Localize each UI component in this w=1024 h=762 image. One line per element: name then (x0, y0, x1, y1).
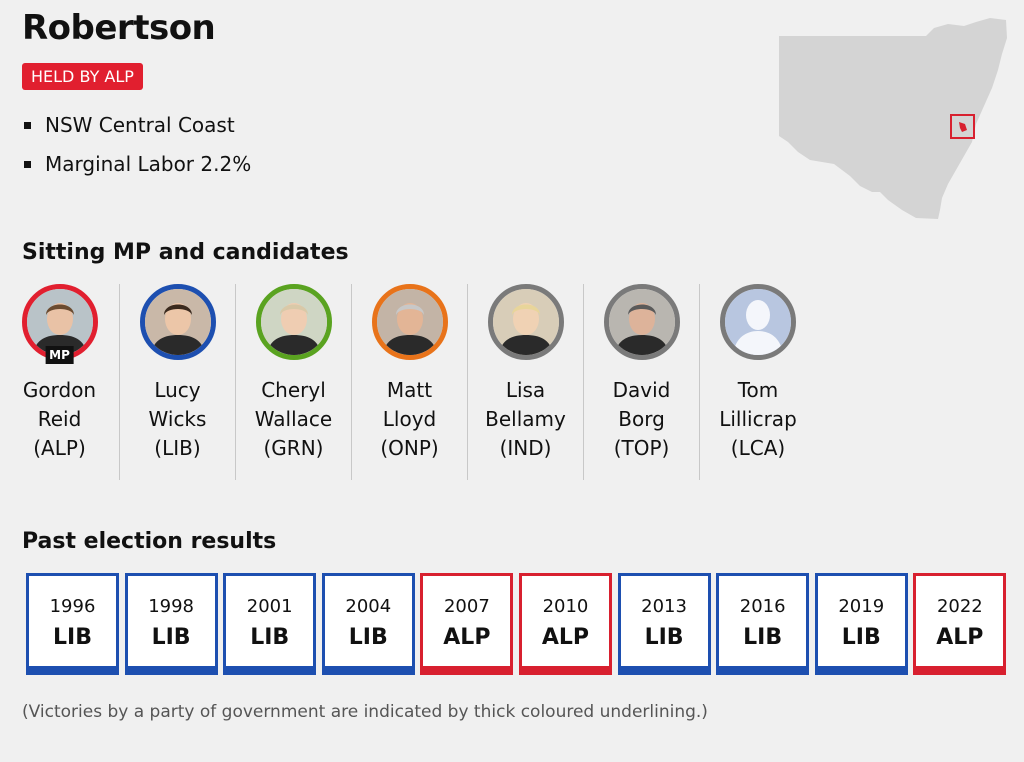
result-party: LIB (644, 625, 684, 650)
candidate-name-line: Bellamy (485, 407, 566, 431)
election-result-2019: 2019 LIB (814, 573, 908, 675)
fact-item: Marginal Labor 2.2% (22, 151, 251, 190)
bullet-icon (24, 122, 31, 129)
result-party: ALP (936, 625, 984, 650)
result-party: LIB (743, 625, 783, 650)
candidate-portrait-icon (260, 289, 327, 355)
candidate-name-line: Wicks (148, 407, 207, 431)
candidate-party: (ALP) (33, 436, 86, 460)
electorate-facts: NSW Central Coast Marginal Labor 2.2% (22, 112, 251, 190)
election-result-2016: 2016 LIB (716, 573, 810, 675)
result-year: 2001 (246, 596, 293, 617)
candidate-name-line: David (612, 378, 671, 402)
nsw-locator-map (779, 18, 1007, 219)
result-year: 1998 (148, 596, 194, 617)
result-party: ALP (443, 625, 491, 650)
result-party: LIB (250, 625, 290, 650)
candidate-party: (IND) (499, 436, 552, 460)
result-year: 2022 (936, 596, 983, 617)
candidate-portrait-icon (26, 289, 93, 355)
candidate-portrait-icon (608, 289, 675, 355)
candidate-name: Cheryl Wallace (GRN) (255, 376, 332, 463)
result-year: 2004 (345, 596, 392, 617)
mp-badge: MP (45, 346, 74, 364)
candidate-avatar (720, 284, 796, 360)
results-footnote: (Victories by a party of government are … (22, 702, 708, 722)
results-heading: Past election results (22, 529, 277, 554)
candidate-card: Cheryl Wallace (GRN) (236, 284, 352, 480)
candidate-card: Lucy Wicks (LIB) (120, 284, 236, 480)
candidates-heading: Sitting MP and candidates (22, 240, 349, 265)
result-party: ALP (541, 625, 590, 650)
placeholder-person-icon (725, 289, 791, 355)
candidate-name-line: Cheryl (261, 378, 326, 402)
result-year: 2007 (443, 596, 490, 617)
bullet-icon (24, 161, 31, 168)
candidate-name: David Borg (TOP) (613, 376, 671, 463)
candidate-party: (ONP) (380, 436, 439, 460)
result-year: 2019 (838, 596, 885, 617)
candidate-party: (LCA) (730, 436, 786, 460)
candidate-name-line: Borg (618, 407, 665, 431)
candidate-name: Gordon Reid (ALP) (23, 376, 96, 463)
candidate-avatar (21, 284, 98, 360)
candidate-name: Matt Lloyd (ONP) (380, 376, 438, 463)
fact-margin: Marginal Labor 2.2% (45, 152, 252, 176)
election-result-2010: 2010 ALP (518, 573, 612, 675)
election-result-2001: 2001 LIB (223, 573, 317, 675)
candidate-name-line: Lucy (154, 378, 201, 402)
election-result-2004: 2004 LIB (321, 573, 415, 675)
candidate-name-line: Reid (37, 407, 82, 431)
candidate-name: Tom Lillicrap (LCA) (719, 376, 797, 463)
election-result-2007: 2007 ALP (420, 573, 514, 675)
result-party: LIB (151, 625, 191, 650)
electorate-marker (959, 122, 967, 132)
electorate-title: Robertson (22, 8, 216, 48)
result-party: LIB (53, 625, 92, 650)
fact-region: NSW Central Coast (45, 113, 235, 137)
result-party: LIB (841, 625, 881, 650)
candidate-name: Lisa Bellamy (IND) (485, 376, 566, 463)
result-year: 2010 (542, 596, 589, 617)
result-year: 1996 (49, 596, 96, 617)
candidate-party: (GRN) (263, 436, 324, 460)
candidate-name-line: Lloyd (382, 407, 437, 431)
candidate-avatar (487, 284, 564, 360)
candidate-list: MP Gordon Reid (ALP) Lucy Wicks (LIB) Cheryl W… (0, 284, 816, 480)
candidate-portrait-icon (376, 289, 443, 355)
candidate-card: David Borg (TOP) (584, 284, 700, 480)
candidate-party: (LIB) (154, 436, 201, 460)
candidate-avatar (603, 284, 680, 360)
candidate-portrait-icon (492, 289, 559, 355)
candidate-name-line: Lisa (505, 378, 546, 402)
fact-item: NSW Central Coast (22, 112, 251, 151)
candidate-name-line: Lillicrap (719, 407, 797, 431)
election-result-2013: 2013 LIB (617, 573, 711, 675)
candidate-name: Lucy Wicks (LIB) (149, 376, 207, 463)
candidate-name-line: Matt (386, 378, 433, 402)
electorate-locator-box (950, 114, 975, 139)
election-result-1998: 1998 LIB (124, 573, 218, 675)
candidate-card: Matt Lloyd (ONP) (352, 284, 468, 480)
candidate-avatar (139, 284, 216, 360)
held-by-badge: HELD BY ALP (22, 63, 143, 90)
candidate-card: MP Gordon Reid (ALP) (0, 284, 120, 480)
candidate-card: Tom Lillicrap (LCA) (700, 284, 816, 480)
candidate-avatar (371, 284, 448, 360)
candidate-name-line: Wallace (254, 407, 333, 431)
result-year: 2013 (641, 596, 687, 617)
result-party: LIB (348, 625, 388, 650)
election-result-1996: 1996 LIB (26, 573, 119, 675)
result-year: 2016 (739, 596, 786, 617)
candidate-party: (TOP) (613, 436, 670, 460)
election-results-list: 1996 LIB 1998 LIB 2001 LIB 2004 LIB 2007 ALP 2010 A… (26, 573, 1012, 675)
nsw-state-shape (779, 18, 1007, 219)
election-result-2022: 2022 ALP (913, 573, 1007, 675)
candidate-name-line: Tom (737, 378, 779, 402)
candidate-avatar (255, 284, 332, 360)
candidate-portrait-icon (144, 289, 211, 355)
candidate-name-line: Gordon (22, 378, 97, 402)
candidate-card: Lisa Bellamy (IND) (468, 284, 584, 480)
